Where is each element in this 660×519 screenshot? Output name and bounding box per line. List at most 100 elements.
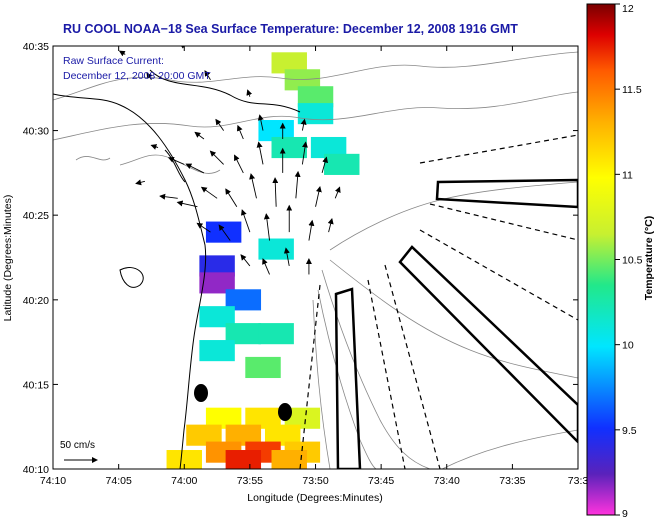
current-vector bbox=[257, 114, 264, 131]
colorbar-gradient bbox=[586, 3, 616, 516]
land-markers bbox=[194, 384, 292, 421]
current-vector bbox=[200, 186, 218, 199]
current-vector bbox=[118, 50, 126, 57]
current-vector bbox=[234, 154, 244, 174]
colorbar-tick-label: 10.5 bbox=[622, 255, 643, 267]
sst-cell bbox=[225, 450, 262, 469]
vector-scale-label: 50 cm/s bbox=[60, 440, 95, 451]
current-vector bbox=[327, 217, 334, 233]
sst-cell bbox=[258, 323, 294, 345]
x-tick-label: 73:3 bbox=[568, 475, 589, 487]
y-tick-label: 40:25 bbox=[23, 210, 49, 222]
sst-cell bbox=[199, 306, 235, 328]
current-vector bbox=[240, 254, 251, 267]
sst-cell bbox=[324, 153, 360, 175]
x-tick-label: 74:10 bbox=[40, 475, 66, 487]
x-tick-label: 73:55 bbox=[237, 475, 263, 487]
colorbar-tick-label: 9.5 bbox=[622, 425, 637, 437]
y-tick-label: 40:15 bbox=[23, 379, 49, 391]
y-tick-label: 40:10 bbox=[23, 464, 49, 476]
sst-cell bbox=[310, 136, 347, 159]
colorbar-tick-label: 12 bbox=[622, 3, 634, 15]
sst-cell bbox=[271, 136, 307, 159]
y-axis-label: Latitude (Degrees:Minutes) bbox=[2, 195, 14, 322]
sst-cell bbox=[258, 238, 294, 260]
x-axis: 74:10 74:05 74:00 73:55 73:50 73:45 73:40 73:3 5… bbox=[40, 46, 589, 487]
sst-cell bbox=[199, 255, 235, 277]
colorbar: 9 9.5 10 10.5 11 11.5 12 Temperature (°C) bbox=[586, 3, 655, 519]
current-vector bbox=[176, 200, 198, 208]
current-vector bbox=[240, 209, 251, 233]
sst-cell bbox=[205, 407, 242, 429]
current-vector bbox=[263, 213, 270, 241]
current-vector bbox=[283, 247, 290, 267]
plot-area bbox=[53, 46, 578, 469]
shipping-lanes bbox=[299, 134, 578, 469]
y-tick-label: 40:30 bbox=[23, 126, 49, 138]
sst-cell bbox=[199, 272, 235, 294]
sst-cell bbox=[264, 424, 301, 446]
colorbar-label: Temperature (°C) bbox=[643, 216, 655, 301]
sst-cell bbox=[271, 52, 307, 74]
y-tick-label: 40:35 bbox=[23, 41, 49, 53]
x-axis-label: Longitude (Degrees:Minutes) bbox=[247, 492, 382, 504]
current-vector bbox=[159, 193, 178, 200]
colorbar-tick-label: 10 bbox=[622, 340, 634, 352]
sst-cell bbox=[245, 407, 281, 429]
current-vector bbox=[215, 118, 225, 131]
subtitle-line2: December 12, 2008 20:00 GMT bbox=[63, 70, 211, 82]
sst-cell bbox=[186, 424, 222, 446]
coastline bbox=[53, 69, 301, 469]
current-vector bbox=[204, 70, 211, 81]
current-vector bbox=[225, 188, 238, 207]
current-vector bbox=[262, 258, 270, 275]
current-vector bbox=[249, 173, 257, 199]
current-vector bbox=[308, 219, 315, 241]
current-vector bbox=[196, 222, 211, 233]
x-tick-label: 73:45 bbox=[368, 475, 394, 487]
current-vector bbox=[334, 186, 341, 199]
current-vector bbox=[167, 157, 185, 165]
current-vector bbox=[246, 89, 253, 97]
vector-scale-legend: 50 cm/s bbox=[60, 440, 98, 463]
current-vector bbox=[185, 163, 205, 174]
colorbar-tick-label: 11.5 bbox=[622, 84, 642, 96]
x-tick-label: 73:50 bbox=[302, 475, 328, 487]
current-vector bbox=[236, 124, 244, 140]
colorbar-tick-label: 9 bbox=[622, 508, 628, 519]
current-vector bbox=[194, 131, 205, 140]
current-vector bbox=[272, 177, 279, 207]
y-tick-label: 40:20 bbox=[23, 295, 49, 307]
sst-cell bbox=[271, 450, 307, 469]
buoy-marker bbox=[278, 403, 292, 421]
sst-cell bbox=[297, 103, 334, 125]
buoy-marker bbox=[194, 384, 208, 402]
chart-title: RU COOL NOAA−18 Sea Surface Temperature:… bbox=[63, 22, 518, 36]
sst-cell bbox=[297, 86, 334, 108]
current-vector bbox=[300, 118, 307, 131]
sst-cell bbox=[225, 323, 262, 345]
current-vector bbox=[218, 224, 231, 241]
current-vector bbox=[315, 185, 322, 207]
current-vector bbox=[294, 170, 301, 199]
sst-cell bbox=[225, 289, 262, 311]
sst-cell bbox=[245, 356, 281, 379]
current-vector bbox=[135, 179, 146, 186]
x-tick-label: 74:05 bbox=[106, 475, 132, 487]
subtitle-line1: Raw Surface Current: bbox=[63, 55, 164, 67]
colorbar-tick-label: 11 bbox=[622, 169, 633, 181]
current-vectors bbox=[118, 46, 341, 275]
x-tick-label: 73:40 bbox=[434, 475, 460, 487]
x-tick-label: 74:00 bbox=[171, 475, 197, 487]
y-axis: 40:10 40:15 40:20 40:25 40:30 40:35 bbox=[23, 41, 578, 476]
current-vector bbox=[256, 141, 264, 165]
current-vector bbox=[301, 141, 308, 165]
sst-cell bbox=[199, 340, 235, 362]
current-vector bbox=[150, 144, 159, 150]
current-vector bbox=[209, 150, 224, 165]
sst-cell bbox=[225, 424, 262, 446]
sst-cell bbox=[284, 407, 321, 429]
current-vector bbox=[321, 156, 328, 174]
current-vector bbox=[146, 72, 153, 81]
